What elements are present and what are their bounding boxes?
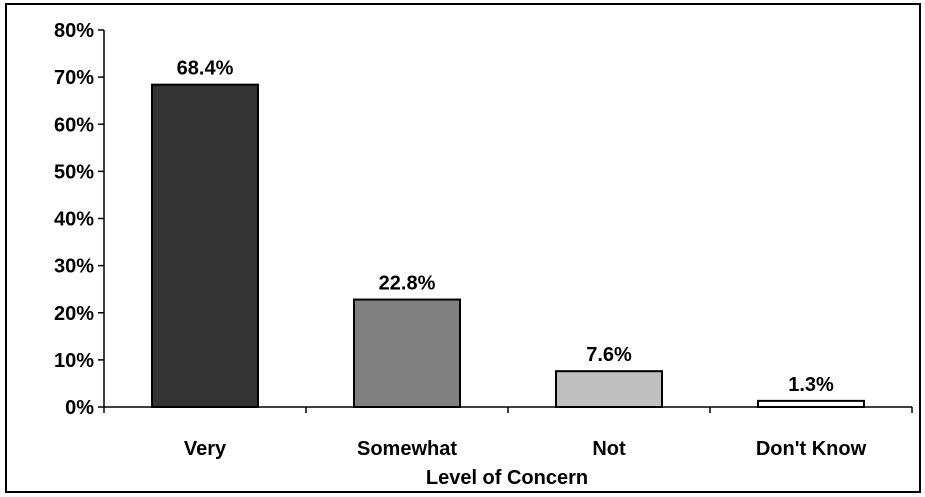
y-tick-label: 80% bbox=[54, 20, 94, 42]
y-tick-label: 60% bbox=[54, 114, 94, 136]
y-tick-label: 30% bbox=[54, 256, 94, 278]
data-label: 22.8% bbox=[379, 273, 436, 295]
bar bbox=[555, 370, 663, 408]
x-category-label: Somewhat bbox=[357, 438, 457, 460]
bar bbox=[757, 399, 865, 408]
y-tick-label: 70% bbox=[54, 67, 94, 89]
x-axis: Very Somewhat Not Don't Know bbox=[103, 406, 913, 460]
data-label: 68.4% bbox=[177, 58, 234, 80]
data-label: 1.3% bbox=[788, 374, 834, 396]
bar bbox=[151, 83, 259, 408]
y-tick-label: 40% bbox=[54, 209, 94, 231]
bars: 68.4% 22.8% 7.6% 1.3% bbox=[151, 58, 865, 408]
x-category-label: Don't Know bbox=[756, 438, 867, 460]
y-tick-label: 10% bbox=[54, 350, 94, 372]
x-category-label: Very bbox=[184, 438, 227, 460]
x-axis-title: Level of Concern bbox=[426, 467, 588, 489]
x-category-label: Not bbox=[592, 438, 626, 460]
y-tick-label: 50% bbox=[54, 161, 94, 183]
y-tick-label: 20% bbox=[54, 303, 94, 325]
bar bbox=[353, 298, 461, 408]
data-label: 7.6% bbox=[586, 344, 632, 366]
y-axis: 0% 10% 20% 30% 40% 50% 60% 70% 80% bbox=[54, 20, 105, 419]
y-tick-label: 0% bbox=[65, 397, 94, 419]
